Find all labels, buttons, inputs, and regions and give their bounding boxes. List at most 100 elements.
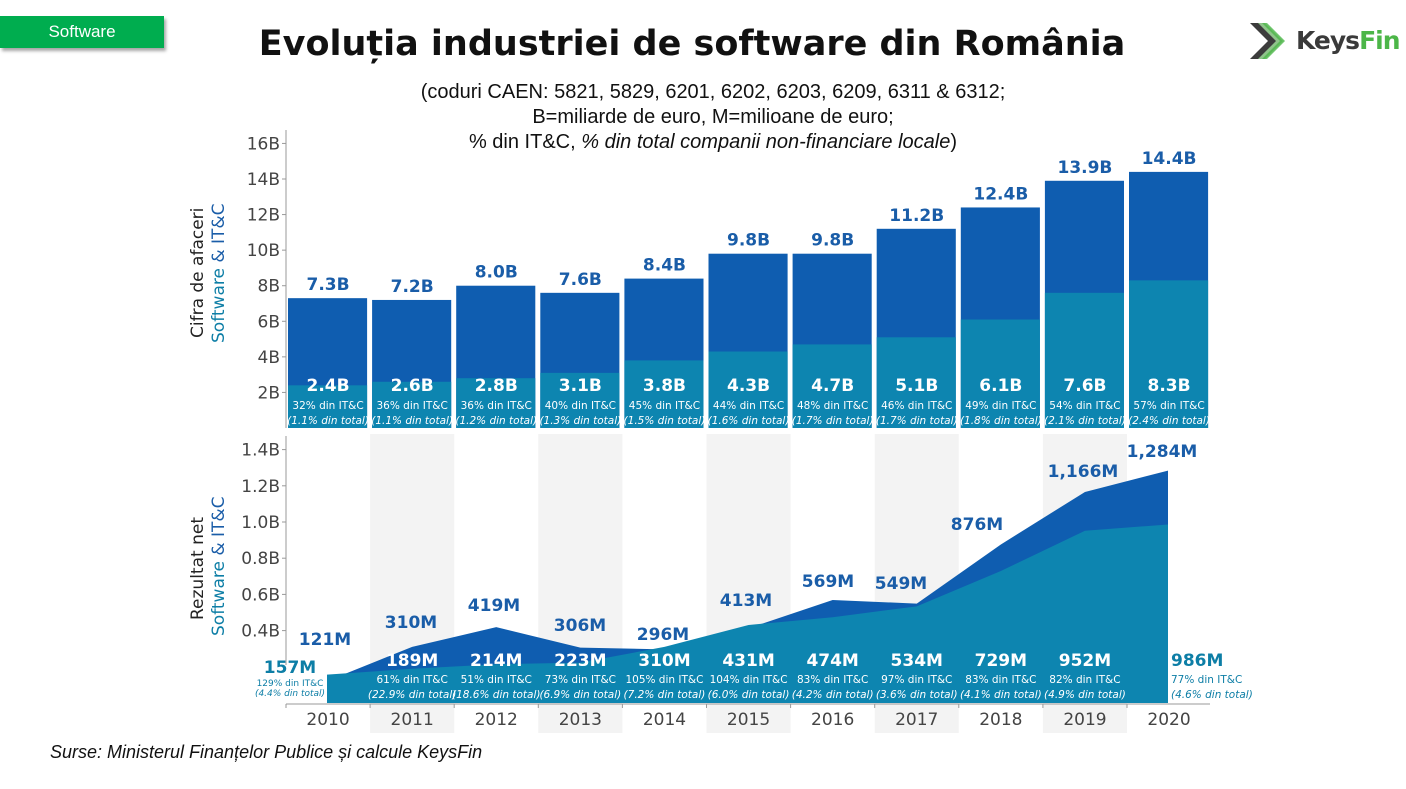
area-label-software: 431M (722, 651, 774, 671)
bar-label-software: 2.8B (475, 376, 518, 396)
y-tick-label-bottom: 0.4B (241, 622, 280, 642)
area-pct-total: (3.6% din total) (876, 689, 958, 701)
y-tick-label-top: 16B (247, 134, 280, 154)
area-label-software: 534M (891, 651, 943, 671)
x-tick-label: 2014 (643, 710, 686, 730)
area-label-itc: 876M (951, 515, 1003, 535)
bar-label-itc: 11.2B (889, 206, 944, 226)
bar-label-itc: 8.4B (643, 256, 686, 276)
y-tick-label-top: 8B (258, 277, 280, 297)
area-label-software: 952M (1059, 651, 1111, 671)
x-tick-label: 2020 (1147, 710, 1190, 730)
section-tag: Software (0, 16, 164, 48)
bar-pct-itc: 48% din IT&C (797, 400, 868, 412)
y-tick-label-top: 4B (258, 348, 280, 368)
subtitle-italic: % din total companii non-financiare loca… (581, 131, 951, 153)
bar-software (1129, 280, 1209, 428)
bar-label-itc: 7.3B (307, 275, 350, 295)
subtitle-line-1: (coduri CAEN: 5821, 5829, 6201, 6202, 62… (420, 81, 1006, 103)
area-pct-total: (4.6% din total) (1171, 689, 1253, 701)
area-software (327, 524, 1168, 703)
area-pct-total: (22.9% din total) (368, 689, 456, 701)
chevron-arrows-icon (1250, 23, 1285, 59)
bar-software (540, 372, 620, 428)
area-pct-itc: 104% din IT&C (710, 674, 788, 686)
x-tick-label: 2013 (559, 710, 602, 730)
y-tick-label-bottom: 0.6B (241, 585, 280, 605)
logo-text-keys: Keys (1296, 26, 1360, 55)
y-axis-title-bottom: Rezultat net (188, 517, 208, 620)
area-pct-itc: 105% din IT&C (625, 674, 703, 686)
area-pct-total: (4.2% din total) (792, 689, 874, 701)
bar-pct-total: (1.7% din total) (792, 415, 874, 427)
area-pct-total: (18.6% din total) (452, 689, 540, 701)
x-tick-label: 2019 (1063, 710, 1106, 730)
bar-label-itc: 9.8B (727, 231, 770, 251)
area-label-itc: 1,284M (1127, 442, 1198, 462)
bar-software (960, 319, 1040, 428)
source-note: Surse: Ministerul Finanțelor Publice și … (50, 742, 483, 762)
y-axis-subtitle-top: Software & IT&C (209, 203, 229, 343)
area-label-software: 986M (1171, 651, 1223, 671)
area-pct-itc: 129% din IT&C (257, 679, 324, 689)
y-tick-label-top: 12B (247, 206, 280, 226)
y-tick-label-bottom: 1.2B (241, 477, 280, 497)
area-label-itc: 569M (802, 572, 854, 592)
bar-label-itc: 13.9B (1057, 158, 1112, 178)
bar-software (1044, 292, 1124, 428)
bar-pct-itc: 40% din IT&C (545, 400, 616, 412)
bar-pct-total: (1.3% din total) (539, 415, 621, 427)
area-label-itc: 1,166M (1048, 462, 1119, 482)
bar-pct-itc: 32% din IT&C (292, 400, 363, 412)
bar-software (708, 351, 788, 428)
bar-pct-total: (1.7% din total) (876, 415, 958, 427)
area-label-itc: 306M (554, 616, 606, 636)
bar-pct-total: (1.5% din total) (624, 415, 706, 427)
area-label-software: 214M (470, 651, 522, 671)
subtitle-end: ) (950, 131, 958, 153)
x-tick-label: 2016 (811, 710, 854, 730)
bar-label-software: 5.1B (895, 376, 938, 396)
y-axis-title-top: Cifra de afaceri (188, 208, 208, 338)
x-tick-label: 2010 (306, 710, 349, 730)
bar-pct-total: (1.8% din total) (960, 415, 1042, 427)
bar-pct-itc: 36% din IT&C (377, 400, 448, 412)
area-label-itc: 121M (299, 630, 351, 650)
y-tick-label-top: 6B (258, 312, 280, 332)
bar-pct-total: (1.1% din total) (287, 415, 369, 427)
bar-label-software: 2.6B (391, 376, 434, 396)
bar-label-software: 7.6B (1063, 376, 1106, 396)
area-pct-itc: 82% din IT&C (1049, 674, 1120, 686)
bar-pct-total: (1.6% din total) (708, 415, 790, 427)
bar-label-itc: 9.8B (811, 231, 854, 251)
bar-pct-itc: 49% din IT&C (965, 400, 1036, 412)
bar-pct-itc: 45% din IT&C (629, 400, 700, 412)
area-pct-itc: 83% din IT&C (965, 674, 1036, 686)
bar-software (624, 360, 704, 428)
x-tick-label: 2011 (391, 710, 434, 730)
bar-label-itc: 8.0B (475, 263, 518, 283)
area-pct-itc: 51% din IT&C (461, 674, 532, 686)
area-pct-itc: 73% din IT&C (545, 674, 616, 686)
area-pct-itc: 77% din IT&C (1171, 674, 1242, 686)
subtitle-line-2: B=miliarde de euro, M=milioane de euro; (532, 106, 894, 128)
area-label-software: 189M (386, 651, 438, 671)
area-label-software: 474M (806, 651, 858, 671)
bar-software (792, 344, 872, 428)
bar-label-software: 6.1B (979, 376, 1022, 396)
y-tick-label-bottom: 0.8B (241, 549, 280, 569)
area-pct-total: (6.9% din total) (539, 689, 621, 701)
bar-pct-total: (1.1% din total) (371, 415, 453, 427)
y-tick-label-top: 14B (247, 170, 280, 190)
y-tick-label-bottom: 1.4B (241, 441, 280, 461)
area-label-software: 310M (638, 651, 690, 671)
area-label-software: 223M (554, 651, 606, 671)
y-axis-subtitle-bottom: Software & IT&C (209, 496, 229, 636)
bar-label-itc: 7.6B (559, 270, 602, 290)
y-tick-label-top: 10B (247, 241, 280, 261)
y-tick-label-bottom: 1.0B (241, 513, 280, 533)
area-label-software: 157M (264, 658, 316, 678)
area-pct-total: (4.1% din total) (960, 689, 1042, 701)
x-tick-label: 2018 (979, 710, 1022, 730)
